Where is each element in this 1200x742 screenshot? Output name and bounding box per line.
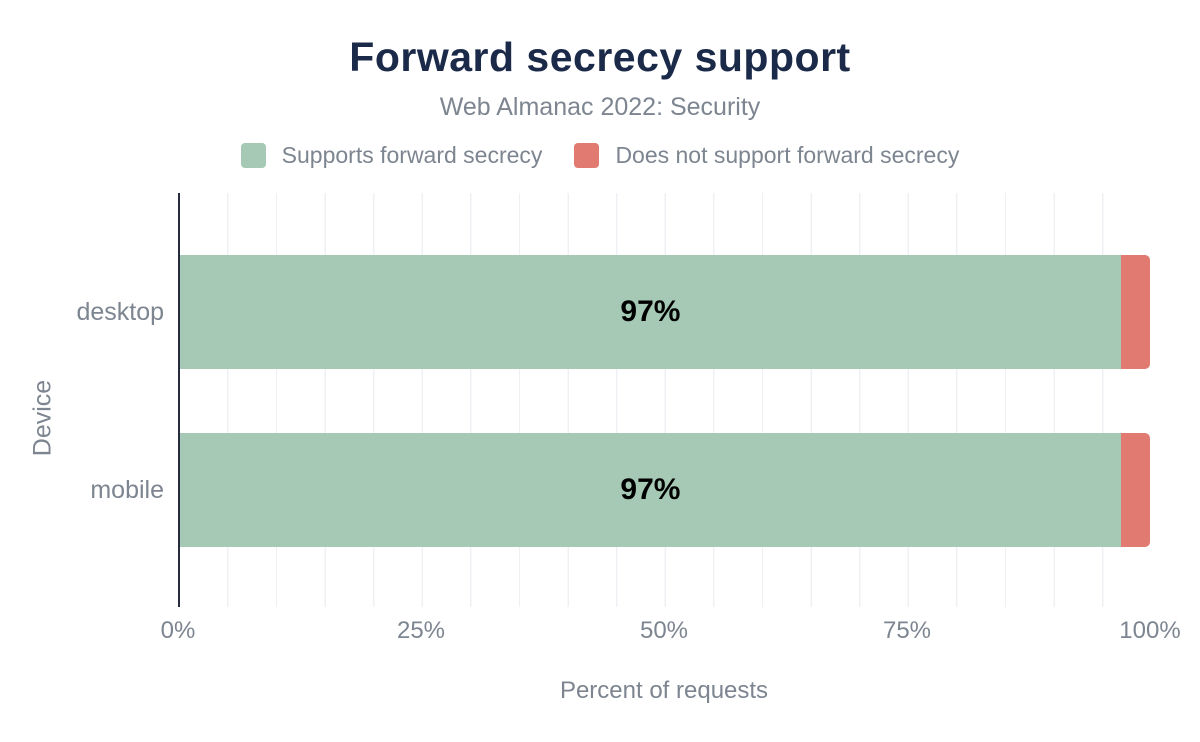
x-tick-label-100: 100% [1119,617,1181,644]
chart-subtitle: Web Almanac 2022: Security [439,93,761,121]
bar-segment-mobile-does-not-support [1120,433,1150,547]
y-axis-title: Device [28,379,57,457]
plot-area: 97% 97% [178,193,1150,607]
legend-label-does-not-support: Does not support forward secrecy [615,142,960,168]
bar-segment-mobile-supports: 97% [180,433,1121,547]
legend-item-does-not-support: Does not support forward secrecy [574,142,959,169]
legend-swatch-does-not-support-icon [574,143,600,168]
bar-segment-desktop-does-not-support [1120,255,1150,369]
x-tick-label-75: 75% [882,617,932,644]
chart-title: Forward secrecy support [349,34,851,80]
x-axis-title: Percent of requests [559,677,769,704]
legend-label-supports: Supports forward secrecy [281,142,543,168]
x-tick-label-50: 50% [639,617,689,644]
legend-item-supports: Supports forward secrecy [240,142,543,169]
bar-value-label-desktop: 97% [620,295,681,328]
bar-value-label-mobile: 97% [620,473,681,506]
category-label-mobile: mobile [90,476,164,504]
legend-swatch-supports-icon [240,143,266,168]
bar-row-desktop: 97% [180,255,1150,369]
x-tick-label-25: 25% [396,617,446,644]
chart-legend: Supports forward secrecy Does not suppor… [0,142,1200,169]
bar-row-mobile: 97% [180,433,1150,547]
bar-segment-desktop-supports: 97% [180,255,1121,369]
category-label-desktop: desktop [76,298,164,326]
x-tick-label-0: 0% [160,617,196,644]
